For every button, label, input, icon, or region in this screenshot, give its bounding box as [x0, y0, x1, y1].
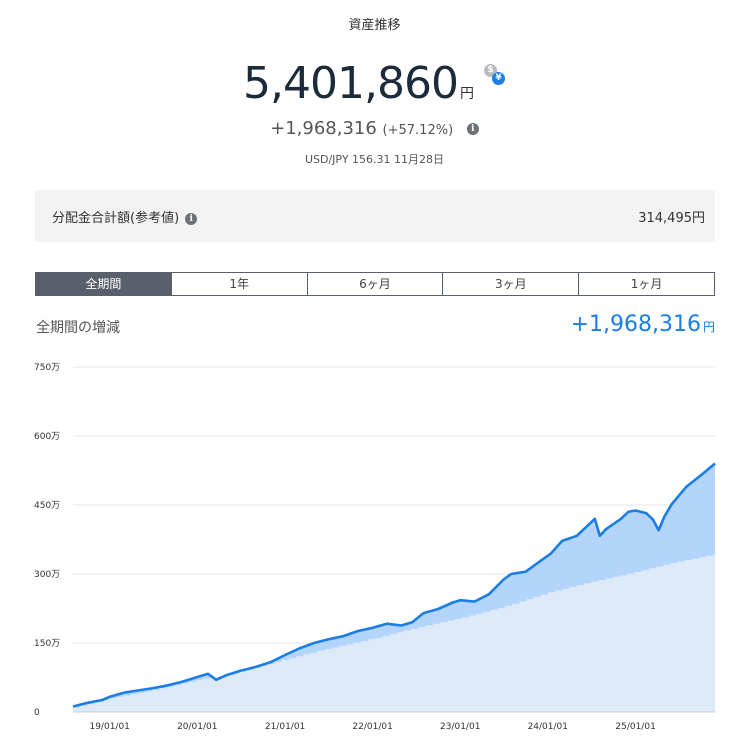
info-icon[interactable]: i: [466, 123, 479, 135]
currency-toggle-icon[interactable]: $ ¥: [483, 64, 506, 86]
x-tick-label: 22/01/01: [352, 722, 392, 732]
total-amount: 5,401,860: [243, 58, 459, 109]
dividend-summary: 分配金合計額(参考値) i 314,495円: [35, 190, 715, 242]
total-change: +1,968,316 (+57.12%) i: [0, 118, 749, 139]
y-tick-label: 450万: [34, 501, 60, 511]
info-icon[interactable]: i: [185, 213, 198, 225]
tab-1-month[interactable]: 1ヶ月: [578, 273, 714, 295]
x-tick-label: 21/01/01: [265, 722, 305, 732]
page-title: 資産推移: [348, 18, 401, 33]
tab-1-year[interactable]: 1年: [170, 273, 307, 295]
tab-all-period[interactable]: 全期間: [36, 273, 171, 295]
y-tick-label: 300万: [34, 570, 60, 580]
principal-area: [73, 554, 715, 712]
change-percent: (+57.12%): [382, 123, 454, 138]
period-change-label: 全期間の増減: [36, 320, 120, 336]
total-unit: 円: [459, 86, 474, 102]
x-tick-label: 23/01/01: [440, 722, 480, 732]
tab-6-months[interactable]: 6ヶ月: [306, 273, 443, 295]
asset-chart[interactable]: 0 150万 300万 450万 600万 750万 19/01/01 20/01/01 21/…: [0, 355, 749, 742]
period-tabs: 全期間 1年 6ヶ月 3ヶ月 1ヶ月: [35, 272, 715, 296]
y-tick-label: 750万: [34, 363, 60, 373]
asset-value-line: [72, 462, 716, 708]
dividend-label: 分配金合計額(参考値): [52, 211, 180, 226]
x-tick-label: 24/01/01: [528, 722, 568, 732]
dividend-label-row: 分配金合計額(参考値) i: [52, 207, 198, 226]
x-tick-label: 25/01/01: [615, 722, 655, 732]
period-change-unit: 円: [702, 320, 715, 334]
period-change-value: +1,968,316 円: [571, 312, 715, 337]
y-tick-label: 600万: [34, 432, 60, 442]
y-tick-label: 150万: [34, 639, 60, 649]
change-amount: +1,968,316: [270, 118, 377, 139]
yen-coin-icon: ¥: [491, 72, 505, 85]
dividend-value: 314,495円: [638, 211, 705, 226]
exchange-rate: USD/JPY 156.31 11月28日: [304, 153, 445, 166]
total-assets: 5,401,860 円 $ ¥: [0, 58, 749, 109]
x-tick-label: 20/01/01: [177, 722, 217, 732]
x-tick-label: 19/01/01: [89, 722, 129, 732]
period-change-amount: +1,968,316: [570, 312, 701, 337]
y-tick-label: 0: [34, 708, 40, 718]
tab-3-months[interactable]: 3ヶ月: [442, 273, 579, 295]
